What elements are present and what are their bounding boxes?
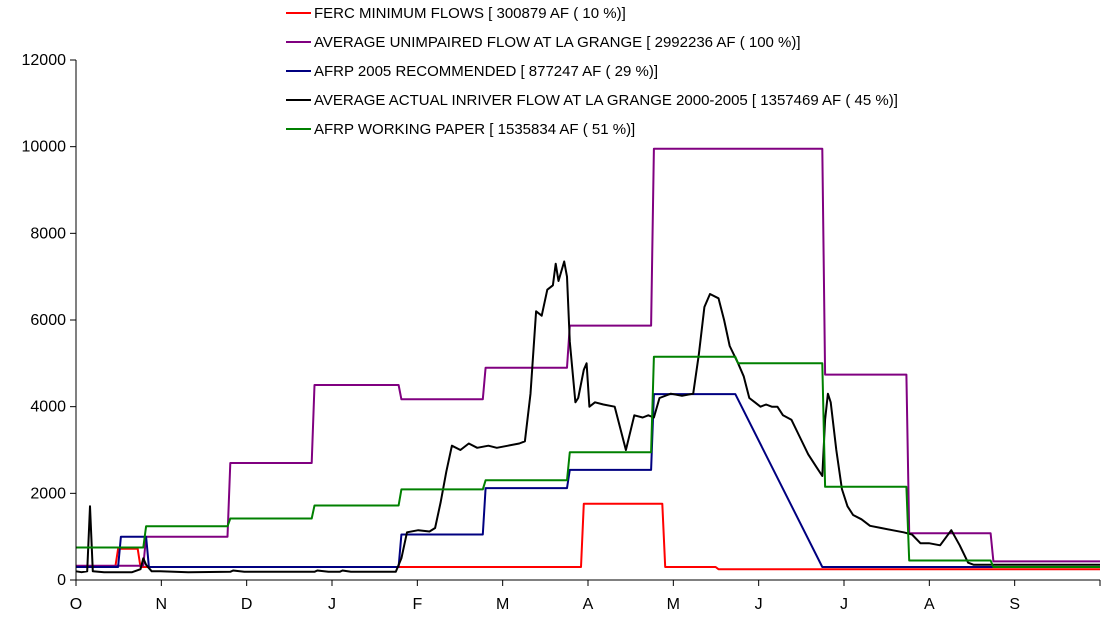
x-tick-label: J	[840, 596, 848, 613]
chart-axes: 0 2000 4000 6000 8000 10000 12000 O N D J F M A M J J A S	[22, 52, 1101, 613]
x-tick-label: M	[667, 596, 680, 613]
chart-legend: FERC MINIMUM FLOWS [ 300879 AF ( 10 %)] A…	[286, 5, 898, 138]
x-tick-label: D	[241, 596, 253, 613]
x-tick-label: F	[412, 596, 422, 613]
series-line	[76, 393, 1100, 568]
x-tick-label: N	[156, 596, 168, 613]
y-tick-label: 8000	[30, 225, 66, 242]
y-tick-label: 0	[57, 572, 66, 589]
x-tick-label: A	[583, 596, 594, 613]
x-tick-label: M	[496, 596, 509, 613]
series-lines	[75, 147, 1100, 574]
x-tick-label: O	[70, 596, 82, 613]
legend-label: AVERAGE ACTUAL INRIVER FLOW AT LA GRANGE…	[314, 92, 898, 109]
x-tick-label: J	[328, 596, 336, 613]
series-line	[76, 355, 1100, 568]
series-line	[76, 147, 1100, 567]
legend-label: AFRP WORKING PAPER [ 1535834 AF ( 51 %)]	[314, 121, 635, 138]
legend-label: AFRP 2005 RECOMMENDED [ 877247 AF ( 29 %…	[314, 63, 658, 80]
y-tick-label: 2000	[30, 485, 66, 502]
x-tick-label: A	[924, 596, 935, 613]
y-tick-label: 4000	[30, 399, 66, 416]
legend-label: FERC MINIMUM FLOWS [ 300879 AF ( 10 %)]	[314, 5, 626, 22]
series-line	[76, 502, 1100, 571]
series-line	[75, 260, 1100, 574]
y-tick-label: 10000	[22, 139, 67, 156]
y-tick-label: 12000	[22, 52, 67, 69]
x-tick-label: S	[1009, 596, 1020, 613]
x-tick-label: J	[755, 596, 763, 613]
y-tick-label: 6000	[30, 312, 66, 329]
legend-label: AVERAGE UNIMPAIRED FLOW AT LA GRANGE [ 2…	[314, 34, 801, 51]
